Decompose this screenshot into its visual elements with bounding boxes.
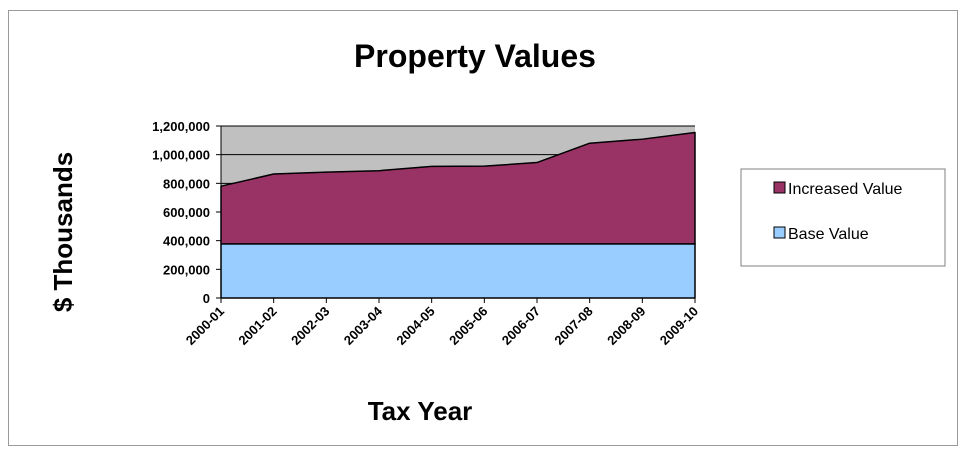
x-axis-title: Tax Year — [368, 396, 473, 426]
y-tick-label: 400,000 — [163, 234, 210, 249]
legend: Increased Value Base Value — [740, 168, 946, 267]
x-tick-label: 2005-06 — [446, 304, 490, 348]
x-tick-label: 2007-08 — [551, 304, 595, 348]
legend-swatch-increased-value — [773, 181, 786, 194]
chart-title: Property Values — [354, 38, 596, 74]
area-base-value — [220, 243, 696, 299]
plot-area — [220, 125, 696, 299]
legend-swatch-base-value — [773, 226, 786, 239]
x-tick-label: 2004-05 — [393, 304, 437, 348]
legend-label-increased-value: Increased Value — [788, 181, 903, 198]
x-tick-label: 2003-04 — [341, 303, 386, 348]
x-tick-label: 2001-02 — [235, 304, 279, 348]
x-tick-label: 2000-01 — [183, 304, 227, 348]
y-tick-label: 600,000 — [163, 205, 210, 220]
legend-label-base-value: Base Value — [788, 226, 869, 243]
x-tick-label: 2008-09 — [604, 304, 648, 348]
x-axis-ticks: 2000-01 2001-02 2002-03 2003-04 2004-05 2005-… — [183, 298, 701, 348]
y-axis-ticks: 0 200,000 400,000 600,000 800,000 1,000,000 1,… — [152, 119, 221, 306]
x-tick-label: 2002-03 — [288, 304, 332, 348]
x-tick-label: 2006-07 — [499, 304, 543, 348]
y-tick-label: 1,200,000 — [152, 119, 210, 134]
area-increased-value — [220, 131, 696, 245]
y-tick-label: 1,000,000 — [152, 148, 210, 163]
y-tick-label: 200,000 — [163, 262, 210, 277]
x-tick-label: 2009-10 — [657, 304, 701, 348]
y-tick-label: 0 — [203, 291, 210, 306]
y-axis-title: $ Thousands — [48, 152, 78, 312]
y-tick-label: 800,000 — [163, 176, 210, 191]
